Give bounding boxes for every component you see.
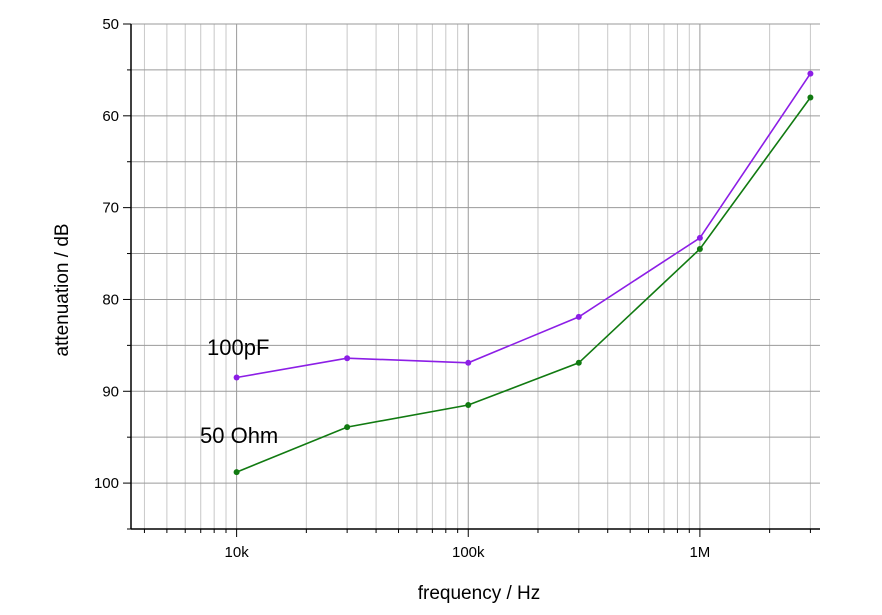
data-point [807, 70, 814, 77]
x-tick-label: 100k [452, 544, 485, 561]
y-tick-label: 50 [102, 16, 119, 33]
data-point [575, 313, 582, 320]
data-point [233, 374, 240, 381]
y-tick-label: 100 [94, 475, 119, 492]
data-point [233, 469, 240, 476]
y-tick-label: 60 [102, 108, 119, 125]
series-label-100pf: 100pF [207, 335, 269, 360]
series-line-1 [236, 97, 812, 473]
series-group [233, 70, 814, 476]
y-tick-label: 80 [102, 291, 119, 308]
data-point [575, 359, 582, 366]
y-tick-label: 90 [102, 383, 119, 400]
y-tick-label: 70 [102, 200, 119, 217]
data-point [465, 359, 472, 366]
series-line-0 [236, 73, 812, 379]
data-point [696, 234, 703, 241]
data-point [465, 402, 472, 409]
x-tick-label: 1M [689, 544, 710, 561]
axes [130, 24, 820, 530]
ticks: 50 60 70 80 90 100 10k 100k 1M [94, 16, 811, 561]
data-point [344, 424, 351, 431]
y-axis-title: attenuation / dB [52, 223, 73, 356]
grid [131, 23, 820, 530]
x-tick-label: 10k [225, 544, 250, 561]
data-point [696, 245, 703, 252]
x-axis-title: frequency / Hz [418, 583, 541, 604]
series-label-50-ohm: 50 Ohm [200, 423, 278, 448]
data-point [344, 355, 351, 362]
data-point [807, 94, 814, 101]
